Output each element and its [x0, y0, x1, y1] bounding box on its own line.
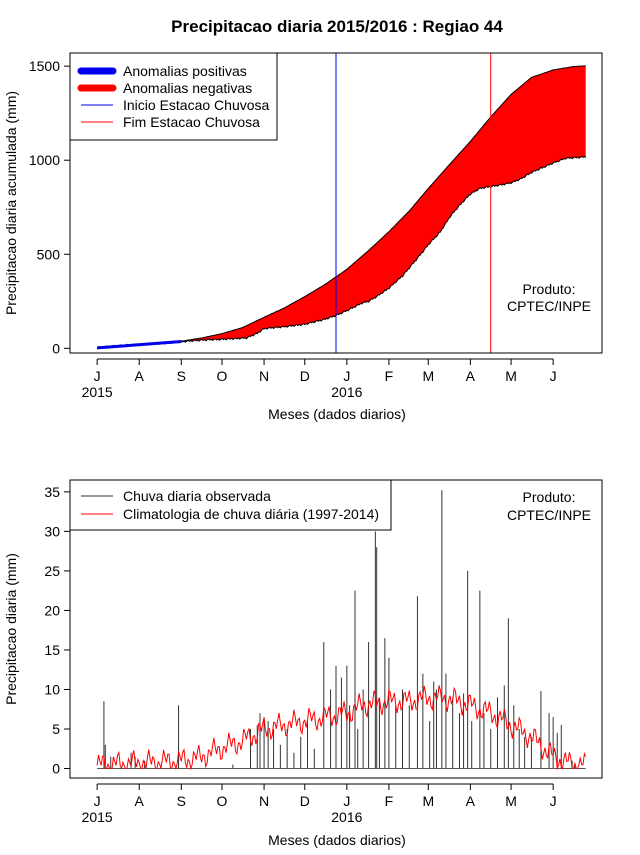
- legend: Anomalias positivas Anomalias negativas …: [69, 52, 278, 141]
- product-note-line2: CPTEC/INPE: [507, 507, 591, 523]
- y-tick-label: 1500: [29, 58, 60, 74]
- x-tick-label: J: [343, 793, 350, 809]
- y-tick-label: 30: [44, 523, 60, 539]
- year-label: 2015: [82, 384, 113, 400]
- y-tick-label: 10: [44, 681, 60, 697]
- legend-label-start: Inicio Estacao Chuvosa: [123, 97, 270, 113]
- legend-label-observed: Chuva diaria observada: [123, 488, 271, 504]
- y-tick-label: 1000: [29, 152, 60, 168]
- y-tick-label: 35: [44, 484, 60, 500]
- x-tick-label: S: [177, 368, 186, 384]
- legend-label-end: Fim Estacao Chuvosa: [123, 114, 260, 130]
- x-tick-label: M: [505, 793, 517, 809]
- x-tick-label: J: [550, 368, 557, 384]
- y-tick-label: 0: [52, 340, 60, 356]
- legend-box: [69, 479, 392, 531]
- x-tick-label: A: [135, 368, 145, 384]
- y-axis: 0 500 1000 1500: [29, 58, 70, 356]
- y-axis-label: Precipitacao diaria acumulada (mm): [3, 91, 19, 315]
- x-tick-label: F: [385, 368, 394, 384]
- year-label: 2016: [331, 809, 362, 825]
- legend-label-positive: Anomalias positivas: [123, 63, 247, 79]
- negative-anomaly-fill: [97, 65, 586, 349]
- positive-anomaly-segment: [97, 340, 182, 350]
- product-note: Produto: CPTEC/INPE: [507, 489, 591, 523]
- product-note: Produto: CPTEC/INPE: [507, 281, 591, 314]
- legend-label-negative: Anomalias negativas: [123, 80, 252, 96]
- y-tick-label: 20: [44, 602, 60, 618]
- product-note-line2: CPTEC/INPE: [507, 298, 591, 314]
- x-tick-label: J: [343, 368, 350, 384]
- x-tick-label: M: [505, 368, 517, 384]
- product-note-line1: Produto:: [523, 281, 576, 297]
- x-tick-label: D: [300, 793, 310, 809]
- y-axis: 0 5 10 15 20 25 30 35: [44, 484, 70, 777]
- chart-title: Precipitacao diaria 2015/2016 : Regiao 4…: [171, 17, 503, 36]
- x-tick-label: J: [94, 793, 101, 809]
- x-tick-label: S: [177, 793, 186, 809]
- year-label: 2016: [331, 384, 362, 400]
- y-tick-label: 0: [52, 761, 60, 777]
- climatology-line: [96, 685, 587, 771]
- observed-cumulative-line: [96, 155, 587, 350]
- y-axis-label: Precipitacao diaria (mm): [3, 553, 19, 705]
- y-tick-label: 25: [44, 563, 60, 579]
- x-tick-label: M: [422, 793, 434, 809]
- daily-bars: [97, 490, 586, 770]
- product-note-line1: Produto:: [523, 489, 576, 505]
- x-tick-label: O: [217, 793, 228, 809]
- x-tick-label: N: [259, 368, 269, 384]
- x-tick-label: A: [466, 793, 476, 809]
- x-axis-label: Meses (dados diarios): [268, 832, 406, 848]
- y-tick-label: 15: [44, 642, 60, 658]
- x-tick-label: M: [422, 368, 434, 384]
- x-tick-label: A: [135, 793, 145, 809]
- x-tick-label: D: [300, 368, 310, 384]
- x-tick-label: F: [385, 793, 394, 809]
- anomaly-area: [96, 65, 587, 350]
- year-label: 2015: [82, 809, 113, 825]
- legend-label-climatology: Climatologia de chuva diária (1997-2014): [123, 506, 379, 522]
- x-tick-label: N: [259, 793, 269, 809]
- x-tick-label: J: [550, 793, 557, 809]
- x-axis-label: Meses (dados diarios): [268, 406, 406, 422]
- y-tick-label: 500: [37, 246, 61, 262]
- x-tick-label: O: [217, 368, 228, 384]
- y-tick-label: 5: [52, 721, 60, 737]
- plot-frame: [69, 52, 603, 354]
- x-tick-label: J: [94, 368, 101, 384]
- x-tick-label: A: [466, 368, 476, 384]
- legend: Chuva diaria observada Climatologia de c…: [69, 479, 392, 531]
